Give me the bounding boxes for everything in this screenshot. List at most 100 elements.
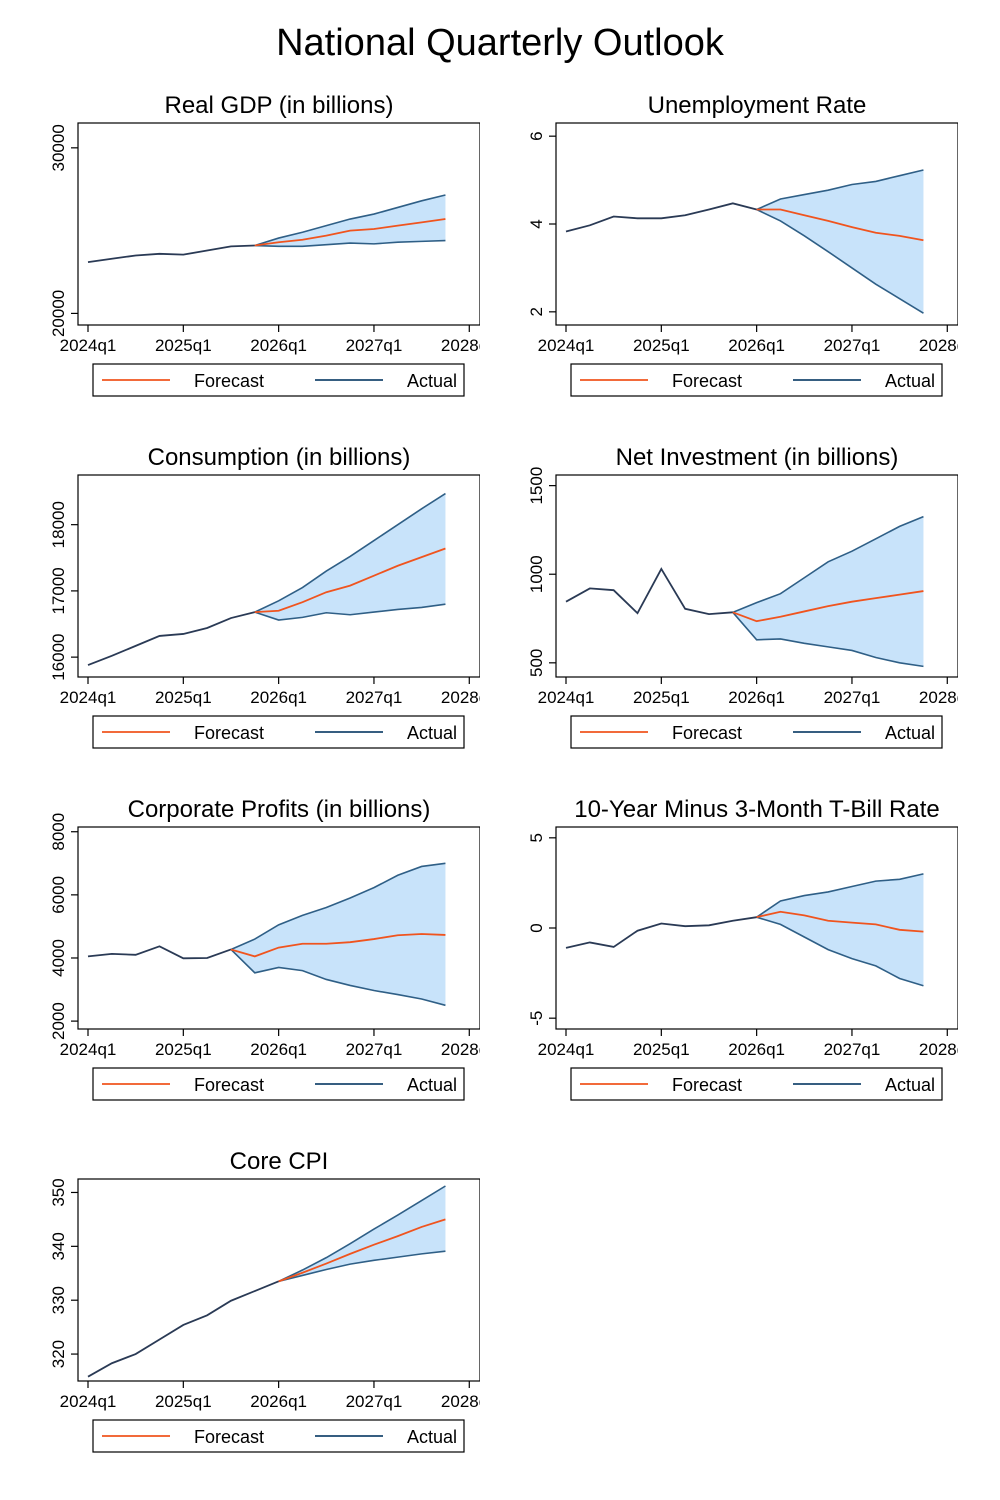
legend-actual-label: Actual — [407, 723, 457, 743]
x-tick-label: 2026q1 — [728, 336, 785, 355]
x-tick-label: 2028q1 — [919, 336, 958, 355]
x-tick-label: 2027q1 — [824, 688, 881, 707]
x-tick-label: 2028q1 — [919, 1040, 958, 1059]
x-tick-label: 2028q1 — [441, 1392, 480, 1411]
legend: Forecast Actual — [92, 715, 465, 749]
x-tick-label: 2027q1 — [346, 336, 403, 355]
legend: Forecast Actual — [570, 363, 943, 397]
chart-svg: Real GDP (in billions) 20000 30000 2024q1 20… — [49, 92, 480, 397]
y-tick-label: 1000 — [527, 555, 546, 593]
forecast-line — [732, 590, 924, 623]
confidence-band — [278, 1186, 446, 1282]
lower-bound-line — [756, 208, 924, 314]
x-tick-label: 2028q1 — [919, 688, 958, 707]
x-tick-label: 2028q1 — [441, 336, 480, 355]
legend: Forecast Actual — [92, 363, 465, 397]
x-tick-label: 2027q1 — [824, 336, 881, 355]
x-tick-label: 2026q1 — [250, 1392, 307, 1411]
chart-svg: 10-Year Minus 3-Month T-Bill Rate -5 0 5 202… — [527, 796, 958, 1101]
y-tick-label: 30000 — [49, 124, 68, 171]
legend: Forecast Actual — [570, 1067, 943, 1101]
chart-title: Corporate Profits (in billions) — [128, 796, 431, 823]
main-title: National Quarterly Outlook — [276, 22, 724, 64]
legend-actual-label: Actual — [407, 1075, 457, 1095]
chart-title: Consumption (in billions) — [148, 444, 411, 471]
x-tick-label: 2024q1 — [60, 688, 117, 707]
chart-title: 10-Year Minus 3-Month T-Bill Rate — [574, 796, 940, 823]
legend-forecast-label: Forecast — [672, 371, 742, 391]
y-tick-label: 500 — [527, 649, 546, 677]
y-tick-label: 4000 — [49, 939, 68, 977]
chart-svg: Consumption (in billions) 16000 17000 18000… — [49, 444, 480, 749]
x-tick-label: 2024q1 — [538, 688, 595, 707]
x-tick-label: 2026q1 — [250, 688, 307, 707]
x-tick-label: 2027q1 — [346, 1392, 403, 1411]
y-tick-label: 0 — [527, 923, 546, 932]
y-tick-label: 320 — [49, 1340, 68, 1368]
forecast-line — [756, 208, 924, 242]
y-tick-label: 6 — [527, 131, 546, 140]
y-tick-label: 4 — [527, 219, 546, 228]
actual-line — [87, 244, 255, 263]
x-tick-label: 2024q1 — [60, 1392, 117, 1411]
upper-bound-line — [756, 873, 924, 918]
y-tick-label: 16000 — [49, 633, 68, 680]
y-tick-label: 330 — [49, 1286, 68, 1314]
chart-panel-2: Unemployment Rate 2 4 6 2024q1 2025q1 2026q1 20… — [478, 85, 958, 405]
y-tick-label: 340 — [49, 1232, 68, 1260]
legend-forecast-label: Forecast — [194, 1427, 264, 1447]
chart-svg: Corporate Profits (in billions) 2000 4000 6… — [49, 796, 480, 1101]
actual-line — [565, 567, 733, 616]
chart-title: Net Investment (in billions) — [616, 444, 899, 471]
chart-panel-6: 10-Year Minus 3-Month T-Bill Rate -5 0 5 202… — [478, 789, 958, 1109]
x-tick-label: 2025q1 — [155, 1392, 212, 1411]
legend-forecast-label: Forecast — [194, 723, 264, 743]
x-tick-label: 2025q1 — [633, 1040, 690, 1059]
x-tick-label: 2026q1 — [250, 1040, 307, 1059]
actual-line — [87, 1280, 279, 1378]
y-tick-label: 6000 — [49, 876, 68, 914]
chart-title: Real GDP (in billions) — [165, 92, 394, 119]
lower-bound-line — [756, 916, 924, 987]
y-tick-label: -5 — [527, 1011, 546, 1026]
chart-svg: Core CPI 320 330 340 350 2024q1 2025q1 2026q1 20… — [49, 1148, 480, 1453]
y-tick-label: 20000 — [49, 290, 68, 337]
forecast-line — [756, 910, 924, 933]
x-tick-label: 2027q1 — [824, 1040, 881, 1059]
x-tick-label: 2025q1 — [155, 336, 212, 355]
x-tick-label: 2024q1 — [60, 336, 117, 355]
chart-title: Core CPI — [230, 1148, 329, 1175]
legend: Forecast Actual — [92, 1419, 465, 1453]
chart-panel-4: Net Investment (in billions) 500 1000 1500 2… — [478, 437, 958, 757]
y-tick-label: 2000 — [49, 1002, 68, 1040]
legend-actual-label: Actual — [885, 371, 935, 391]
upper-bound-line — [254, 194, 446, 247]
legend-actual-label: Actual — [885, 1075, 935, 1095]
actual-line — [565, 916, 757, 949]
lower-bound-line — [254, 239, 446, 248]
legend-actual-label: Actual — [407, 1427, 457, 1447]
confidence-band — [230, 863, 446, 1006]
y-tick-label: 8000 — [49, 813, 68, 851]
legend-forecast-label: Forecast — [672, 723, 742, 743]
y-tick-label: 2 — [527, 307, 546, 316]
upper-bound-line — [756, 169, 924, 211]
legend-forecast-label: Forecast — [194, 1075, 264, 1095]
x-tick-label: 2027q1 — [346, 688, 403, 707]
x-tick-label: 2025q1 — [155, 688, 212, 707]
chart-title: Unemployment Rate — [648, 92, 867, 119]
upper-bound-line — [230, 862, 446, 951]
legend-forecast-label: Forecast — [194, 371, 264, 391]
forecast-line — [230, 933, 446, 958]
forecast-line — [254, 547, 446, 613]
chart-panel-5: Corporate Profits (in billions) 2000 4000 6… — [0, 789, 480, 1109]
legend: Forecast Actual — [92, 1067, 465, 1101]
x-tick-label: 2024q1 — [538, 336, 595, 355]
x-tick-label: 2025q1 — [155, 1040, 212, 1059]
upper-bound-line — [278, 1185, 446, 1283]
legend: Forecast Actual — [570, 715, 943, 749]
x-tick-label: 2026q1 — [250, 336, 307, 355]
x-tick-label: 2026q1 — [728, 1040, 785, 1059]
x-tick-label: 2028q1 — [441, 1040, 480, 1059]
upper-bound-line — [254, 492, 446, 613]
